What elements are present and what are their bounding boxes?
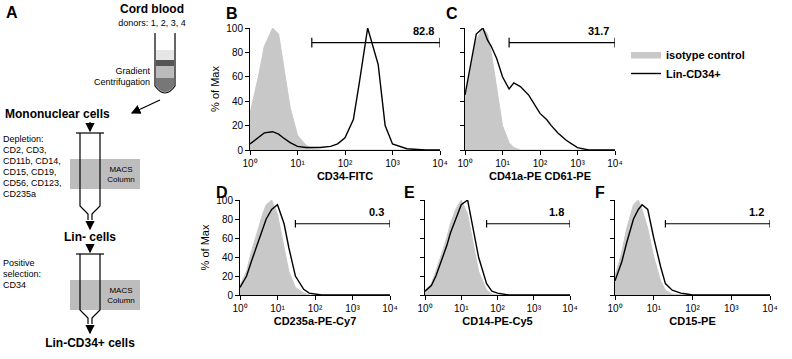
svg-text:20: 20 bbox=[222, 271, 234, 282]
svg-text:CD34-FITC: CD34-FITC bbox=[317, 170, 373, 182]
svg-text:10⁴: 10⁴ bbox=[607, 158, 622, 169]
svg-text:MACS: MACS bbox=[109, 165, 132, 174]
svg-text:Centrifugation: Centrifugation bbox=[94, 77, 150, 87]
svg-text:CD14-PE-Cy5: CD14-PE-Cy5 bbox=[462, 315, 532, 327]
svg-text:31.7: 31.7 bbox=[588, 25, 609, 37]
svg-text:CD235a-PE-Cy7: CD235a-PE-Cy7 bbox=[274, 315, 357, 327]
svg-text:% of Max: % of Max bbox=[199, 224, 211, 270]
svg-text:80: 80 bbox=[232, 47, 244, 58]
svg-text:10²: 10² bbox=[533, 158, 548, 169]
svg-text:0: 0 bbox=[237, 145, 243, 156]
svg-text:CD34: CD34 bbox=[3, 280, 26, 290]
svg-text:60: 60 bbox=[232, 71, 244, 82]
svg-text:100: 100 bbox=[216, 195, 233, 206]
svg-text:10¹: 10¹ bbox=[454, 303, 469, 314]
svg-text:CD56, CD123,: CD56, CD123, bbox=[3, 178, 62, 188]
svg-text:Column: Column bbox=[107, 175, 135, 184]
svg-text:CD15-PE: CD15-PE bbox=[669, 315, 715, 327]
svg-text:Mononuclear cells: Mononuclear cells bbox=[5, 107, 110, 121]
svg-text:10³: 10³ bbox=[527, 303, 542, 314]
svg-text:60: 60 bbox=[222, 233, 234, 244]
svg-text:10¹: 10¹ bbox=[495, 158, 510, 169]
svg-text:10⁴: 10⁴ bbox=[762, 303, 777, 314]
svg-text:isotype control: isotype control bbox=[666, 49, 745, 61]
svg-text:10³: 10³ bbox=[724, 303, 739, 314]
svg-text:1.2: 1.2 bbox=[749, 206, 764, 218]
svg-text:Lin- cells: Lin- cells bbox=[64, 230, 116, 244]
svg-text:Positive: Positive bbox=[3, 258, 35, 268]
svg-text:CD41a-PE CD61-PE: CD41a-PE CD61-PE bbox=[489, 170, 591, 182]
svg-text:10¹: 10¹ bbox=[290, 158, 305, 169]
svg-text:CD235a: CD235a bbox=[3, 189, 36, 199]
svg-text:10²: 10² bbox=[338, 158, 353, 169]
svg-text:10⁴: 10⁴ bbox=[562, 303, 577, 314]
svg-text:10²: 10² bbox=[490, 303, 505, 314]
svg-text:E: E bbox=[404, 184, 415, 201]
svg-text:20: 20 bbox=[232, 120, 244, 131]
svg-text:10¹: 10¹ bbox=[270, 303, 285, 314]
svg-text:Cord blood: Cord blood bbox=[120, 2, 184, 16]
svg-text:Lin-CD34+ cells: Lin-CD34+ cells bbox=[45, 336, 135, 350]
svg-text:10¹: 10¹ bbox=[647, 303, 662, 314]
svg-text:10⁰: 10⁰ bbox=[607, 303, 622, 314]
svg-text:10³: 10³ bbox=[570, 158, 585, 169]
svg-text:0.3: 0.3 bbox=[369, 206, 384, 218]
svg-text:B: B bbox=[226, 5, 238, 22]
svg-text:10³: 10³ bbox=[345, 303, 360, 314]
svg-text:10⁰: 10⁰ bbox=[457, 158, 472, 169]
svg-text:A: A bbox=[6, 4, 18, 21]
svg-text:10³: 10³ bbox=[385, 158, 400, 169]
svg-text:1.8: 1.8 bbox=[549, 206, 564, 218]
svg-text:CD15, CD19,: CD15, CD19, bbox=[3, 167, 57, 177]
svg-text:10⁰: 10⁰ bbox=[232, 303, 247, 314]
svg-text:CD11b, CD14,: CD11b, CD14, bbox=[3, 156, 61, 166]
svg-text:CD2, CD3,: CD2, CD3, bbox=[3, 145, 47, 155]
svg-text:Column: Column bbox=[107, 296, 135, 305]
svg-text:80: 80 bbox=[222, 214, 234, 225]
svg-text:40: 40 bbox=[222, 252, 234, 263]
svg-text:10⁴: 10⁴ bbox=[382, 303, 397, 314]
svg-text:0: 0 bbox=[227, 290, 233, 301]
svg-text:Depletion:: Depletion: bbox=[3, 134, 44, 144]
svg-text:selection:: selection: bbox=[3, 269, 41, 279]
svg-text:10²: 10² bbox=[685, 303, 700, 314]
svg-text:F: F bbox=[595, 184, 605, 201]
svg-text:C: C bbox=[446, 5, 458, 22]
svg-text:10⁰: 10⁰ bbox=[242, 158, 257, 169]
svg-text:10⁰: 10⁰ bbox=[417, 303, 432, 314]
svg-text:82.8: 82.8 bbox=[413, 25, 434, 37]
svg-text:10⁴: 10⁴ bbox=[432, 158, 447, 169]
svg-text:Lin-CD34+: Lin-CD34+ bbox=[666, 68, 721, 80]
svg-text:40: 40 bbox=[232, 96, 244, 107]
svg-text:D: D bbox=[216, 184, 228, 201]
svg-text:% of Max: % of Max bbox=[209, 66, 221, 112]
svg-text:10²: 10² bbox=[308, 303, 323, 314]
svg-text:Gradient: Gradient bbox=[115, 66, 150, 76]
svg-text:MACS: MACS bbox=[109, 286, 132, 295]
svg-text:donors: 1, 2, 3, 4: donors: 1, 2, 3, 4 bbox=[118, 18, 186, 28]
svg-text:100: 100 bbox=[226, 23, 243, 34]
